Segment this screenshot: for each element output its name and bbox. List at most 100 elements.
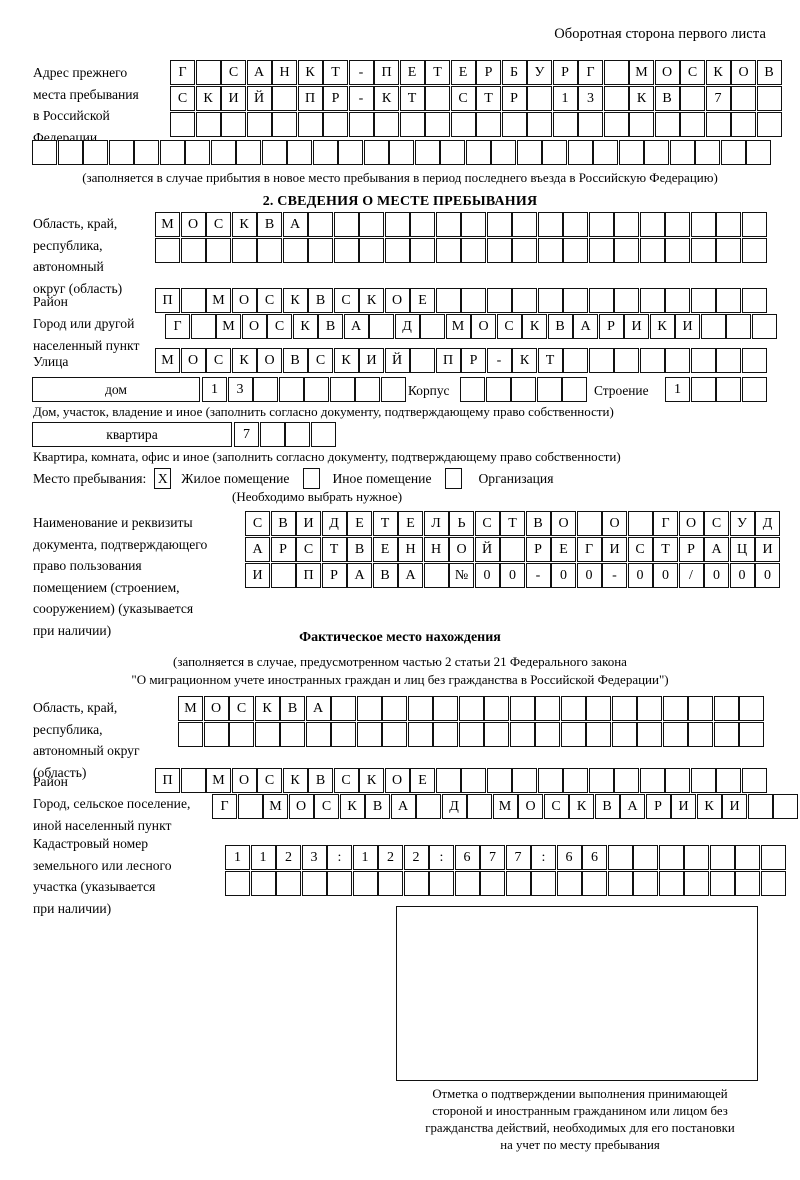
- region-cell[interactable]: А: [282, 212, 308, 237]
- district-cell[interactable]: [461, 288, 486, 313]
- actual-city-cell[interactable]: О: [288, 794, 314, 819]
- actual-city-cell[interactable]: С: [543, 794, 569, 819]
- actual-district-cell[interactable]: С: [257, 768, 282, 793]
- checkbox-organizaciya[interactable]: [445, 468, 463, 489]
- street-cell[interactable]: [716, 348, 741, 373]
- region-cell[interactable]: [206, 238, 231, 263]
- prev-address-cell[interactable]: [603, 112, 629, 137]
- prev-address-cell[interactable]: 1: [552, 86, 578, 111]
- actual-region-cell[interactable]: [662, 722, 688, 747]
- korpus-cell[interactable]: [511, 377, 536, 402]
- region-cell[interactable]: [486, 212, 512, 237]
- region-cell[interactable]: [257, 238, 282, 263]
- district-cell[interactable]: [486, 288, 512, 313]
- region-cell[interactable]: [461, 238, 486, 263]
- region-cell[interactable]: [512, 212, 537, 237]
- actual-region-cell[interactable]: [407, 722, 433, 747]
- district-cell[interactable]: [180, 288, 206, 313]
- cadastral-cell[interactable]: [684, 871, 709, 896]
- city-cell[interactable]: А: [343, 314, 369, 339]
- district-cell[interactable]: М: [206, 288, 231, 313]
- flat-number-cells[interactable]: 7: [234, 422, 336, 447]
- region-cell[interactable]: [486, 238, 512, 263]
- actual-region-cell[interactable]: [509, 696, 535, 721]
- actual-region-cell[interactable]: [433, 722, 458, 747]
- street-cell[interactable]: -: [486, 348, 512, 373]
- document-row-3[interactable]: И П Р А В А № 0 0-0 0-0 0/0 0 0: [245, 563, 780, 588]
- prev-address-cell[interactable]: Й: [246, 86, 272, 111]
- actual-region-cell[interactable]: [713, 696, 739, 721]
- prev-address-cell[interactable]: [338, 140, 363, 165]
- city-cell[interactable]: [700, 314, 726, 339]
- actual-city-cell[interactable]: В: [365, 794, 390, 819]
- prev-address-cell[interactable]: Е: [450, 60, 476, 85]
- stroenie-cells[interactable]: 1: [665, 377, 767, 402]
- prev-address-cell[interactable]: И: [221, 86, 246, 111]
- prev-address-cell[interactable]: [389, 140, 414, 165]
- document-cell[interactable]: 0: [576, 563, 602, 588]
- actual-region-cell[interactable]: [611, 696, 637, 721]
- district-cell[interactable]: О: [231, 288, 257, 313]
- region-cell[interactable]: [333, 238, 359, 263]
- region-cell[interactable]: [639, 212, 665, 237]
- street-cell[interactable]: [741, 348, 767, 373]
- actual-city-cell[interactable]: К: [339, 794, 365, 819]
- cadastral-cell[interactable]: 2: [403, 845, 429, 870]
- actual-region-cell[interactable]: [637, 722, 662, 747]
- house-cell[interactable]: [329, 377, 355, 402]
- prev-address-cell[interactable]: [83, 140, 108, 165]
- district-cell[interactable]: [435, 288, 461, 313]
- street-cell[interactable]: В: [282, 348, 308, 373]
- actual-city-cell[interactable]: К: [569, 794, 594, 819]
- actual-district-cell[interactable]: П: [155, 768, 180, 793]
- district-cell[interactable]: К: [282, 288, 308, 313]
- prev-address-cell[interactable]: [363, 140, 389, 165]
- actual-district-cell[interactable]: [741, 768, 767, 793]
- prev-address-cell[interactable]: [629, 112, 654, 137]
- cadastral-cell[interactable]: [276, 871, 301, 896]
- cadastral-cell[interactable]: [607, 845, 633, 870]
- cadastral-cell[interactable]: [760, 845, 786, 870]
- prev-address-cell[interactable]: [756, 86, 782, 111]
- prev-address-cell[interactable]: [195, 60, 221, 85]
- city-cell[interactable]: И: [624, 314, 649, 339]
- actual-region-cell[interactable]: [637, 696, 662, 721]
- actual-city-cell[interactable]: С: [314, 794, 339, 819]
- cadastral-cell[interactable]: [531, 871, 556, 896]
- document-cell[interactable]: С: [296, 537, 321, 562]
- actual-region-cell[interactable]: [739, 722, 764, 747]
- city-cell[interactable]: [726, 314, 751, 339]
- prev-address-cell[interactable]: [644, 140, 669, 165]
- stroenie-cell[interactable]: [690, 377, 716, 402]
- prev-address-cell[interactable]: Т: [476, 86, 501, 111]
- cadastral-cell[interactable]: :: [327, 845, 352, 870]
- document-cell[interactable]: Т: [500, 511, 525, 536]
- actual-district-cell[interactable]: О: [231, 768, 257, 793]
- prev-address-cell[interactable]: [195, 112, 221, 137]
- prev-address-cell[interactable]: [593, 140, 618, 165]
- prev-address-cell[interactable]: [261, 140, 287, 165]
- prev-address-cell[interactable]: [425, 112, 450, 137]
- actual-region-cell[interactable]: [662, 696, 688, 721]
- cadastral-cell[interactable]: 1: [225, 845, 250, 870]
- actual-city-cell[interactable]: [416, 794, 441, 819]
- street-cell[interactable]: [563, 348, 588, 373]
- prev-address-row-3[interactable]: [170, 112, 782, 137]
- prev-address-cell[interactable]: Т: [425, 60, 450, 85]
- city-cell[interactable]: С: [267, 314, 292, 339]
- region-cell[interactable]: [588, 212, 614, 237]
- document-cell[interactable]: Т: [372, 511, 398, 536]
- prev-address-cell[interactable]: Г: [578, 60, 603, 85]
- actual-district-cell[interactable]: [614, 768, 639, 793]
- document-cell[interactable]: Д: [755, 511, 780, 536]
- document-cell[interactable]: 0: [729, 563, 755, 588]
- district-cell[interactable]: С: [333, 288, 359, 313]
- actual-district-cell[interactable]: [512, 768, 537, 793]
- actual-region-cell[interactable]: [688, 696, 713, 721]
- document-cell[interactable]: 0: [627, 563, 653, 588]
- actual-district-cell[interactable]: В: [308, 768, 333, 793]
